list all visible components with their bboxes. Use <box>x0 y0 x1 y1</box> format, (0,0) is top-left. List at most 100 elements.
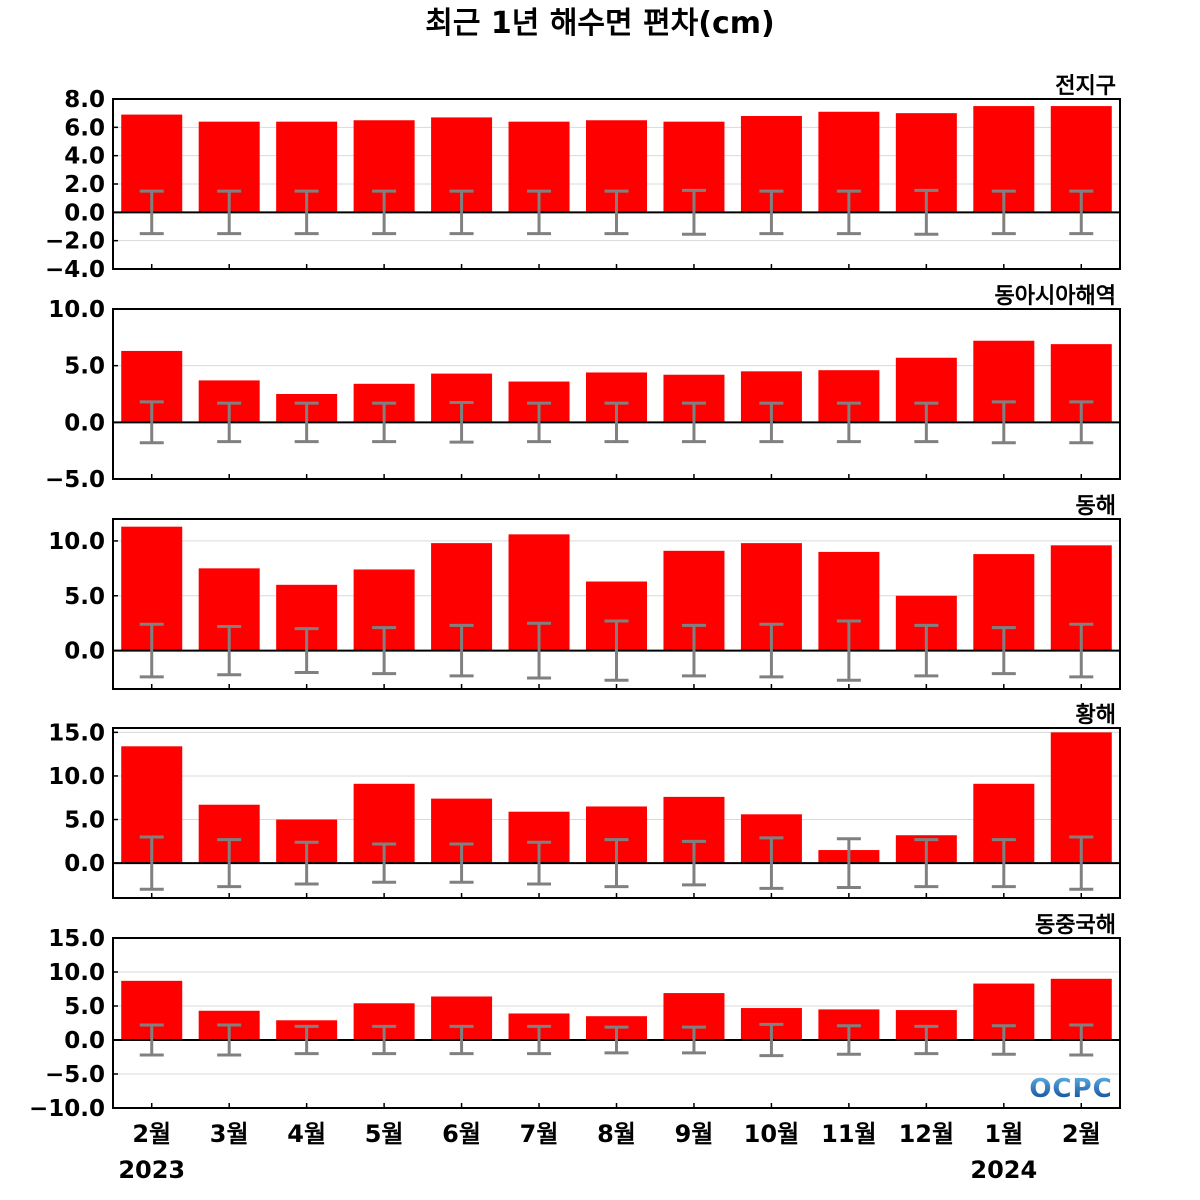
error-bar <box>1069 189 1094 236</box>
error-bar <box>372 626 397 676</box>
y-tick-label: 2.0 <box>64 172 105 198</box>
y-tick-label: −4.0 <box>45 257 105 283</box>
panel-frame <box>112 518 1121 690</box>
error-bar <box>914 838 939 889</box>
error-bar <box>604 619 629 682</box>
chart-panels: 전지구−4.0−2.00.02.04.06.08.0동아시아해역−5.00.05… <box>29 74 1121 1122</box>
y-tick-label: −5.0 <box>45 1062 105 1088</box>
error-bar <box>449 401 474 444</box>
y-tick-label: 4.0 <box>64 144 105 170</box>
panel-title: 동아시아해역 <box>995 284 1116 309</box>
panel-frame <box>112 308 1121 480</box>
error-bar <box>372 189 397 236</box>
error-bar <box>139 400 164 445</box>
y-tick-label: −5.0 <box>45 467 105 493</box>
error-bar <box>449 623 474 678</box>
error-bar <box>527 401 552 444</box>
y-tick-label: 0.0 <box>64 410 105 436</box>
panel-title: 전지구 <box>1055 74 1116 99</box>
ocpc-logo-text: OCPC <box>1029 1074 1112 1104</box>
error-bar <box>836 189 861 236</box>
error-bar <box>217 401 242 444</box>
error-bar <box>759 622 784 679</box>
x-tick-label: 10월 <box>744 1120 799 1148</box>
error-bar <box>681 188 706 236</box>
y-tick-label: 10.0 <box>48 297 105 323</box>
panel-title: 동중국해 <box>1035 913 1116 938</box>
error-bar <box>759 1022 784 1058</box>
error-bar <box>991 189 1016 236</box>
error-bar <box>139 622 164 679</box>
error-bar <box>604 401 629 444</box>
error-bar <box>372 401 397 444</box>
panel-1: 전지구 −4.0−2.0 0.02.04.0 6.08.0 <box>45 74 1121 283</box>
error-bar <box>1069 622 1094 679</box>
error-bar <box>217 838 242 889</box>
error-bar <box>991 1024 1016 1056</box>
error-bar <box>759 401 784 444</box>
error-bar <box>1069 1023 1094 1057</box>
error-bar <box>836 401 861 444</box>
x-tick-label: 12월 <box>899 1120 954 1148</box>
panel-3: 동해 0.0 5.0 10.0 <box>48 494 1121 690</box>
x-tick-label: 6월 <box>442 1120 481 1148</box>
error-bar <box>217 1023 242 1057</box>
y-tick-label: 5.0 <box>64 808 105 834</box>
x-tick-label: 2월 <box>132 1120 171 1148</box>
error-bar <box>604 838 629 889</box>
error-bar <box>836 619 861 682</box>
year-label: 2024 <box>970 1156 1037 1184</box>
y-tick-label: 0.0 <box>64 639 105 665</box>
error-bar <box>1069 400 1094 445</box>
error-bar <box>759 189 784 236</box>
x-tick-label: 1월 <box>984 1120 1023 1148</box>
y-tick-label: 8.0 <box>64 87 105 113</box>
panel-title: 동해 <box>1076 494 1116 519</box>
x-tick-label: 11월 <box>821 1120 876 1148</box>
y-tick-label: 15.0 <box>48 926 105 952</box>
error-bar <box>681 1025 706 1055</box>
panel-frame <box>112 98 1121 270</box>
error-bar <box>527 840 552 886</box>
error-bar <box>681 839 706 887</box>
error-bar <box>527 1024 552 1056</box>
error-bar <box>449 189 474 236</box>
y-tick-label: 15.0 <box>48 720 105 746</box>
error-bar <box>449 842 474 884</box>
error-bar <box>217 624 242 677</box>
error-bar <box>372 1024 397 1056</box>
y-tick-label: 0.0 <box>64 851 105 877</box>
x-tick-label: 2월 <box>1062 1120 1101 1148</box>
error-bar <box>139 1023 164 1057</box>
error-bar <box>527 621 552 680</box>
error-bar <box>604 189 629 236</box>
panel-frame <box>112 727 1121 899</box>
error-bar <box>294 1024 319 1056</box>
panel-title: 황해 <box>1076 703 1116 728</box>
y-tick-label: 6.0 <box>64 115 105 141</box>
year-label: 2023 <box>118 1156 185 1184</box>
error-bar <box>1069 835 1094 891</box>
error-bar <box>139 189 164 236</box>
error-bar <box>991 400 1016 445</box>
panel-5: 동중국해 −10.0 −5.0 0.0 5.0 10.0 15.0 <box>29 913 1121 1122</box>
x-tick-label: 8월 <box>597 1120 636 1148</box>
panel-2: 동아시아해역 −5.0 0.0 5.0 10.0 <box>45 284 1121 493</box>
error-bar <box>372 842 397 884</box>
y-tick-label: 5.0 <box>64 584 105 610</box>
error-bar <box>139 835 164 891</box>
error-bar <box>449 1024 474 1056</box>
error-bar <box>681 401 706 444</box>
x-axis-labels: 2월 2023 3월 4월 5월 6월 7월 8월 9월 10월 11월 12월 1월 2024 2월 <box>118 1120 1100 1184</box>
y-tick-label: 10.0 <box>48 960 105 986</box>
error-bar <box>914 188 939 236</box>
y-tick-label: −2.0 <box>45 229 105 255</box>
error-bar <box>294 627 319 675</box>
y-tick-label: 0.0 <box>64 200 105 226</box>
x-tick-label: 4월 <box>287 1120 326 1148</box>
x-tick-label: 5월 <box>365 1120 404 1148</box>
y-tick-label: 10.0 <box>48 529 105 555</box>
error-bar <box>914 623 939 678</box>
error-bar <box>991 626 1016 676</box>
